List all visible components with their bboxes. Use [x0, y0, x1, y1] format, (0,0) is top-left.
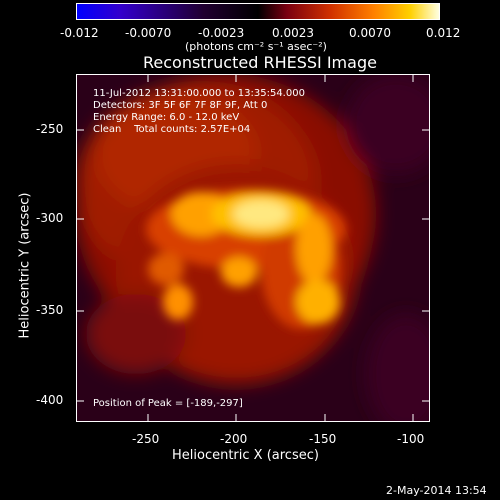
y-tick-label: -300 [36, 211, 64, 225]
colorbar-tick: -0.012 [60, 26, 99, 40]
colorbar-tick: -0.0070 [125, 26, 172, 40]
y-tick-label: -350 [36, 303, 64, 317]
peak-position-label: Position of Peak = [-189,-297] [93, 398, 243, 409]
colorbar-tick: -0.0023 [198, 26, 245, 40]
y-tick-label: -250 [36, 122, 64, 136]
colorbar-tick: 0.012 [426, 26, 461, 40]
x-axis-label: Heliocentric X (arcsec) [172, 448, 319, 463]
x-tick-label: -200 [220, 432, 248, 446]
colorbar-tick: 0.0070 [349, 26, 391, 40]
info-line: 11-Jul-2012 13:31:00.000 to 13:35:54.000 [93, 88, 305, 99]
colorbar [76, 3, 440, 20]
info-line: Detectors: 3F 5F 6F 7F 8F 9F, Att 0 [93, 100, 268, 111]
y-tick-label: -400 [36, 393, 64, 407]
info-line: Clean Total counts: 2.57E+04 [93, 124, 251, 135]
x-tick-label: -100 [397, 432, 425, 446]
colorbar-unit-label: (photons cm⁻² s⁻¹ asec⁻²) [185, 40, 327, 53]
colorbar-tick: 0.0023 [272, 26, 314, 40]
rhessi-image [76, 74, 430, 422]
info-line: Energy Range: 6.0 - 12.0 keV [93, 112, 240, 123]
y-axis-label: Heliocentric Y (arcsec) [17, 192, 33, 339]
footer-date: 2-May-2014 13:54 [386, 484, 487, 497]
plot-title: Reconstructed RHESSI Image [143, 53, 377, 72]
rhessi-image-svg [76, 74, 430, 422]
x-tick-label: -150 [309, 432, 337, 446]
x-tick-label: -250 [132, 432, 160, 446]
